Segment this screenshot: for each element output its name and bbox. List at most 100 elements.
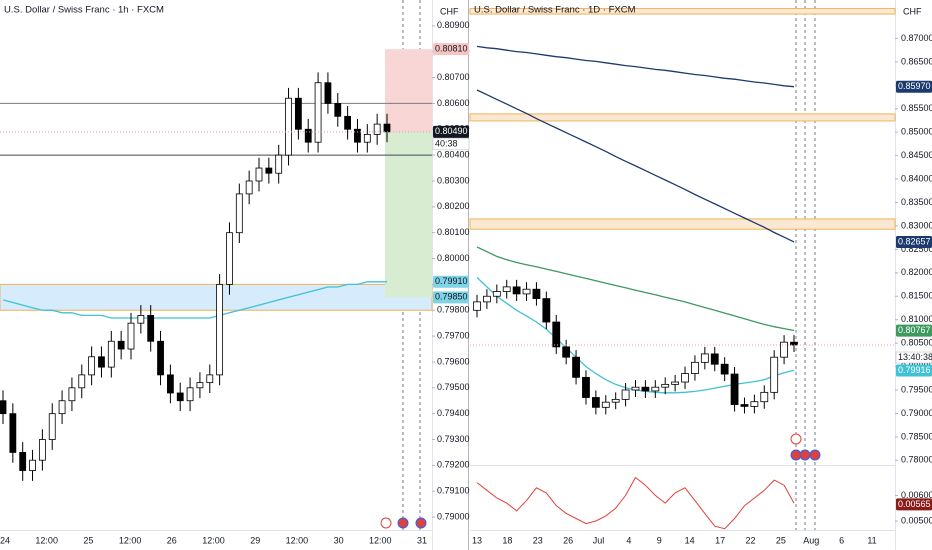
y-tick-label: 0.79100	[437, 486, 470, 496]
candle-body	[29, 459, 36, 471]
candle-body	[58, 400, 66, 415]
y-tick-label: 0.79500	[901, 384, 932, 394]
candle-body	[621, 389, 630, 400]
event-icon[interactable]	[809, 449, 821, 461]
candle-body	[88, 356, 96, 376]
candle-body	[9, 413, 17, 453]
candle-body	[68, 387, 76, 402]
price-tag-label: 0.80767	[898, 325, 931, 335]
candle-body	[750, 401, 759, 407]
zone	[469, 7, 896, 15]
x-tick-label: 17	[715, 535, 725, 545]
price-tag	[433, 291, 469, 304]
indicator-line	[476, 476, 795, 530]
x-tick-label: 12:00	[286, 535, 309, 545]
event-icon[interactable]	[397, 517, 409, 529]
x-tick-label: 25	[83, 535, 93, 545]
x-tick-label: 12:00	[369, 535, 392, 545]
price-tag	[896, 80, 932, 93]
candle-body	[157, 340, 164, 376]
x-tick-label: 11	[867, 535, 876, 545]
candle-body	[522, 288, 531, 295]
event-icon[interactable]	[799, 449, 811, 461]
candle-body	[582, 376, 590, 398]
candle-body	[651, 386, 660, 392]
y-tick-label: 0.80700	[437, 72, 470, 82]
y-tick-label: 0.85500	[901, 103, 932, 113]
candle-body	[314, 82, 322, 143]
x-tick-label: 12:00	[119, 535, 142, 545]
y-tick-label: 0.78500	[901, 431, 932, 441]
y-tick-label: 0.79500	[437, 382, 470, 392]
countdown: 13:40:38	[898, 352, 932, 362]
x-tick-label: 12:00	[202, 535, 225, 545]
candle-body	[324, 82, 332, 104]
y-tick-label: 0.80000	[437, 253, 470, 263]
candle-body	[186, 387, 194, 402]
candle-body	[562, 346, 571, 358]
candle-body	[285, 97, 292, 156]
event-icon[interactable]	[380, 517, 392, 529]
candle-body	[483, 295, 491, 303]
price-tag-label: 0.80490	[435, 126, 468, 136]
event-icon[interactable]	[790, 433, 802, 445]
target-zone	[385, 131, 432, 298]
candle-body	[780, 341, 788, 358]
y-tick-label: 0.80900	[437, 20, 470, 30]
price-tag-label: 0.79916	[898, 365, 931, 375]
candle-body	[671, 381, 680, 385]
y-tick-label: 0.84000	[901, 173, 932, 183]
y-tick-label: 0.81000	[901, 314, 932, 324]
x-tick-label: 30	[334, 535, 344, 545]
y-tick-label: 0.85000	[901, 127, 932, 137]
y-tick-label: 0.80600	[437, 98, 470, 108]
candle-body	[760, 391, 769, 403]
y-tick-label: 0.80100	[437, 227, 470, 237]
candle-body	[631, 386, 640, 391]
candle-body	[681, 373, 689, 383]
y-tick-label: 0.81500	[901, 291, 932, 301]
candle-body	[641, 386, 650, 392]
candle-body	[304, 128, 312, 143]
moving-average	[476, 89, 795, 243]
x-tick-label: Jul	[593, 535, 605, 545]
y-tick-label: 0.79000	[901, 408, 932, 418]
candle-body	[661, 383, 670, 388]
x-tick-label: 12:00	[35, 535, 58, 545]
candle-body	[473, 301, 481, 311]
candle-body	[137, 315, 145, 324]
y-tick-label: 0.80400	[437, 149, 470, 159]
x-tick-label: 26	[167, 535, 177, 545]
candle-body	[147, 315, 155, 342]
x-tick-label: 22	[745, 535, 755, 545]
x-tick-label: Aug	[803, 535, 819, 545]
x-tick-label: 9	[657, 535, 662, 545]
x-tick-label: 29	[250, 535, 260, 545]
candle-body	[492, 291, 501, 297]
countdown: 40:38	[435, 139, 458, 149]
candle-body	[245, 180, 253, 195]
candle-body	[275, 154, 283, 174]
price-tag-label: 0.00565	[898, 499, 931, 509]
zone	[469, 218, 896, 230]
candle-body	[255, 167, 263, 182]
x-tick-label: 18	[502, 535, 512, 545]
candle-body	[117, 340, 125, 350]
candle-body	[344, 115, 352, 130]
y-tick-label: 0.80300	[437, 175, 470, 185]
candle-body	[19, 452, 27, 471]
price-tag	[896, 498, 932, 511]
candle-body	[206, 374, 214, 384]
moving-average	[2, 281, 387, 319]
event-icon[interactable]	[415, 517, 427, 529]
candle-body	[127, 322, 135, 350]
candle-body	[226, 232, 233, 285]
y-tick-label: 0.79700	[437, 330, 470, 340]
chart-title: U.S. Dollar / Swiss Franc · 1h · FXCM	[4, 5, 164, 16]
candle-body	[383, 123, 391, 133]
candle-body	[552, 321, 561, 348]
price-tag	[433, 125, 469, 138]
candle-body	[294, 97, 302, 130]
